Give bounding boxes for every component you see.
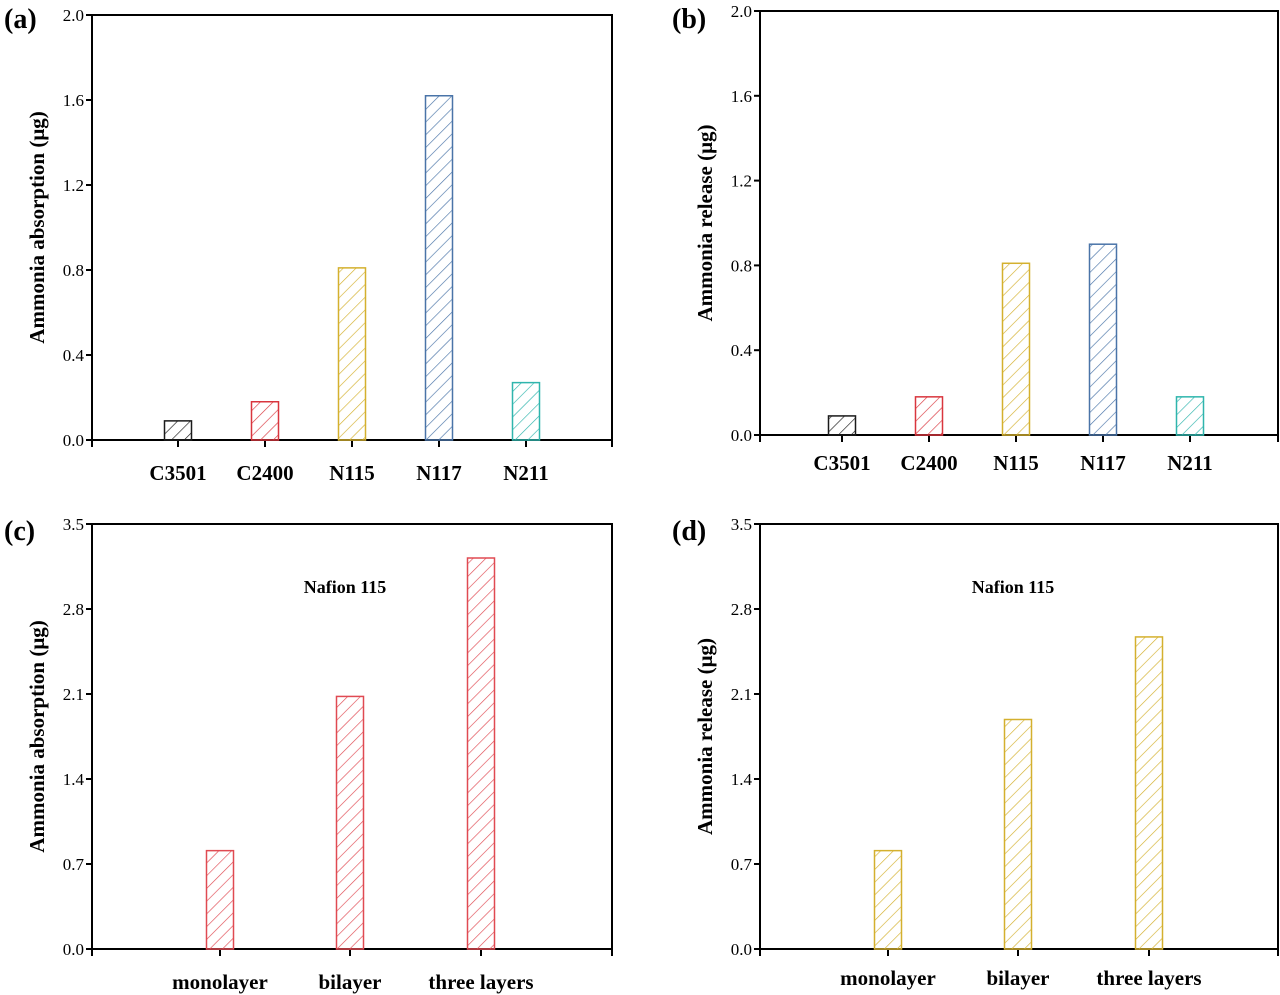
y-tick-label: 2.0: [731, 2, 752, 21]
y-tick-label: 1.6: [731, 87, 752, 106]
y-axis-title: Ammonia absorption (μg): [25, 620, 49, 852]
x-category-label: monolayer: [840, 966, 936, 990]
y-tick-label: 2.8: [63, 600, 84, 619]
bar-bilayer: [335, 695, 365, 950]
bar-c2400: [914, 396, 944, 436]
annotation-label: Nafion 115: [972, 577, 1055, 597]
y-tick-label: 1.6: [63, 91, 84, 110]
y-tick-label: 0.8: [63, 261, 84, 280]
y-axis-title: Ammonia absorption (μg): [25, 111, 49, 343]
y-tick-label: 0.0: [63, 431, 84, 450]
y-tick-label: 0.0: [63, 940, 84, 959]
y-tick-label: 1.2: [731, 172, 752, 191]
bar-three-layers: [466, 557, 496, 950]
bar-c3501: [163, 420, 193, 441]
x-category-label: N115: [993, 451, 1039, 475]
y-tick-label: 2.8: [731, 600, 752, 619]
y-tick-label: 0.8: [731, 256, 752, 275]
x-category-label: C2400: [900, 451, 957, 475]
y-tick-label: 0.4: [63, 346, 85, 365]
x-category-label: bilayer: [319, 970, 382, 994]
x-category-label: three layers: [428, 970, 533, 994]
x-category-label: N211: [503, 461, 549, 485]
y-tick-label: 0.7: [731, 855, 753, 874]
y-tick-label: 2.1: [731, 685, 752, 704]
x-category-label: C3501: [149, 461, 206, 485]
x-category-label: bilayer: [987, 966, 1050, 990]
x-category-label: N117: [416, 461, 462, 485]
panel-b: 0.0 0.4 0.8 1.2 1.6 2.0 C3501 C2400 N115 N117 N211…: [672, 2, 1279, 475]
y-tick-label: 0.0: [731, 940, 752, 959]
panel-label: (a): [4, 4, 37, 35]
y-tick-label: 2.0: [63, 6, 84, 25]
x-category-label: three layers: [1096, 966, 1201, 990]
annotation-label: Nafion 115: [304, 577, 387, 597]
bar-bilayer: [1003, 718, 1033, 950]
bar-n117: [424, 95, 454, 441]
y-tick-label: 1.4: [731, 770, 753, 789]
bar-n117: [1088, 243, 1118, 436]
panel-label: (b): [672, 4, 706, 35]
bar-n115: [1001, 262, 1031, 436]
bar-monolayer: [873, 849, 903, 950]
y-tick-label: 1.4: [63, 770, 85, 789]
x-category-label: C2400: [236, 461, 293, 485]
bar-n115: [337, 267, 367, 441]
y-tick-label: 0.7: [63, 855, 85, 874]
y-tick-label: 0.4: [731, 341, 753, 360]
bar-three-layers: [1134, 636, 1164, 950]
x-category-label: N211: [1167, 451, 1213, 475]
y-tick-label: 0.0: [731, 426, 752, 445]
y-tick-label: 1.2: [63, 176, 84, 195]
x-category-label: monolayer: [172, 970, 268, 994]
bar-n211: [1175, 396, 1205, 436]
bar-monolayer: [205, 849, 235, 950]
y-tick-label: 3.5: [731, 515, 752, 534]
y-axis-title: Ammonia release (μg): [693, 125, 717, 322]
bar-n211: [511, 381, 541, 441]
panel-a: 0.0 0.4 0.8 1.2 1.6 2.0 C3501 C2400 N115 N117 N211…: [4, 4, 613, 485]
x-category-label: N115: [329, 461, 375, 485]
panel-c: 0.0 0.7 1.4 2.1 2.8 3.5 monolayer bilayer three …: [4, 515, 613, 994]
y-tick-label: 3.5: [63, 515, 84, 534]
panel-label: (c): [4, 516, 35, 547]
panel-label: (d): [672, 516, 706, 547]
bar-c2400: [250, 401, 280, 441]
bar-c3501: [827, 415, 857, 436]
panel-d: 0.0 0.7 1.4 2.1 2.8 3.5 monolayer bilayer three …: [672, 515, 1279, 990]
x-category-label: N117: [1080, 451, 1126, 475]
y-axis-title: Ammonia release (μg): [693, 638, 717, 835]
y-tick-label: 2.1: [63, 685, 84, 704]
x-category-label: C3501: [813, 451, 870, 475]
